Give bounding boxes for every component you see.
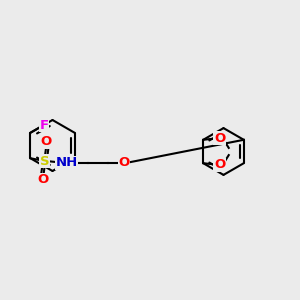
Text: O: O [214, 158, 225, 171]
Text: NH: NH [55, 156, 77, 169]
Text: F: F [39, 119, 49, 132]
Text: S: S [40, 155, 50, 168]
Text: O: O [38, 173, 49, 186]
Text: O: O [118, 156, 130, 169]
Text: O: O [41, 135, 52, 148]
Text: O: O [214, 132, 225, 145]
